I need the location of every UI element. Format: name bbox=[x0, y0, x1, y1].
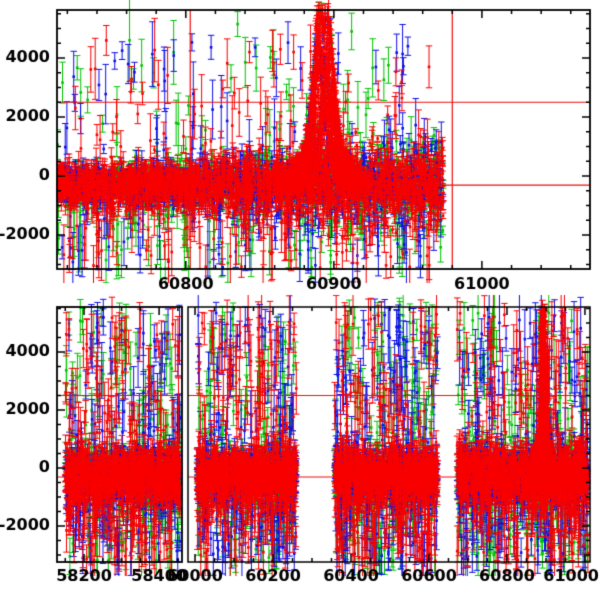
light-curve-figure bbox=[0, 0, 600, 600]
light-curve-canvas bbox=[0, 0, 600, 600]
